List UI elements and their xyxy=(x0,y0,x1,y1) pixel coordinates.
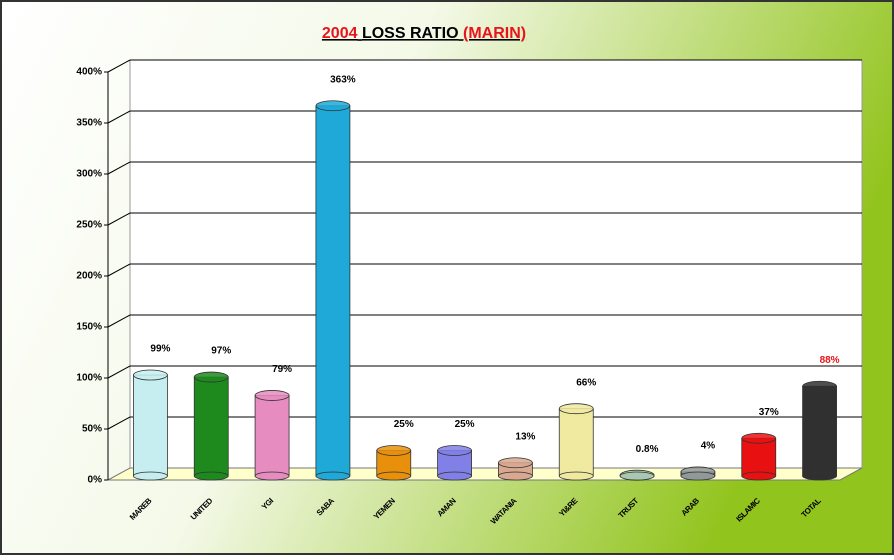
y-tick-label: 350% xyxy=(76,118,102,129)
y-tick-label: 0% xyxy=(88,475,103,486)
value-label: 88% xyxy=(820,355,840,366)
grid-line xyxy=(107,314,131,328)
bar-cap xyxy=(315,100,351,112)
title-part: LOSS RATIO xyxy=(362,25,459,42)
y-tick-label: 300% xyxy=(76,169,102,180)
value-label: 37% xyxy=(759,407,779,418)
y-tick-label: 200% xyxy=(76,271,102,282)
value-label: 13% xyxy=(515,431,535,442)
bar-cap xyxy=(376,445,412,456)
grid-line xyxy=(107,59,131,73)
bar-base xyxy=(315,471,351,481)
value-label: 363% xyxy=(330,74,356,85)
bar-cap xyxy=(133,369,168,381)
grid-line xyxy=(107,416,131,430)
grid-line xyxy=(107,110,131,124)
bar-cap xyxy=(437,445,472,456)
bar xyxy=(254,395,290,477)
y-tick-label: 100% xyxy=(76,373,102,384)
y-tick-label: 150% xyxy=(76,322,102,333)
chart-title: 2004 LOSS RATIO (MARIN) xyxy=(322,25,526,42)
bar-base xyxy=(437,471,472,481)
grid-line xyxy=(107,212,131,226)
bar-base xyxy=(558,471,594,481)
value-label: 25% xyxy=(394,419,414,430)
bar-base xyxy=(376,471,412,481)
grid-line xyxy=(107,161,131,175)
bar-base xyxy=(133,471,168,481)
value-label: 97% xyxy=(211,346,231,357)
title-part: (MARIN) xyxy=(463,25,526,42)
value-label: 66% xyxy=(576,377,596,388)
y-tick-label: 50% xyxy=(82,424,102,435)
bar-base xyxy=(619,471,655,481)
bar-base xyxy=(254,471,290,481)
value-label: 0.8% xyxy=(636,444,659,455)
value-label: 4% xyxy=(701,441,716,452)
bar xyxy=(315,105,351,477)
bar-base xyxy=(680,471,716,481)
floor xyxy=(107,467,863,481)
bar xyxy=(558,408,594,477)
bar-cap xyxy=(498,457,533,469)
bar-cap xyxy=(802,380,837,392)
bar xyxy=(133,374,168,477)
value-label: 99% xyxy=(150,344,170,355)
bar xyxy=(741,437,777,477)
bar-base xyxy=(741,471,777,481)
bar-cap xyxy=(558,403,594,415)
bar xyxy=(193,376,229,477)
bar-cap xyxy=(741,432,777,444)
value-label: 79% xyxy=(272,364,292,375)
y-tick-label: 400% xyxy=(76,67,102,78)
title-part: 2004 xyxy=(322,25,358,42)
bar xyxy=(802,385,837,477)
grid-line xyxy=(107,365,131,379)
bar-cap xyxy=(193,371,229,383)
bar-cap xyxy=(254,390,290,401)
bar-base xyxy=(498,471,533,481)
y-tick-label: 250% xyxy=(76,220,102,231)
bar-base xyxy=(802,471,837,481)
grid-line xyxy=(107,263,131,277)
value-label: 25% xyxy=(455,419,475,430)
bar-base xyxy=(193,471,229,481)
